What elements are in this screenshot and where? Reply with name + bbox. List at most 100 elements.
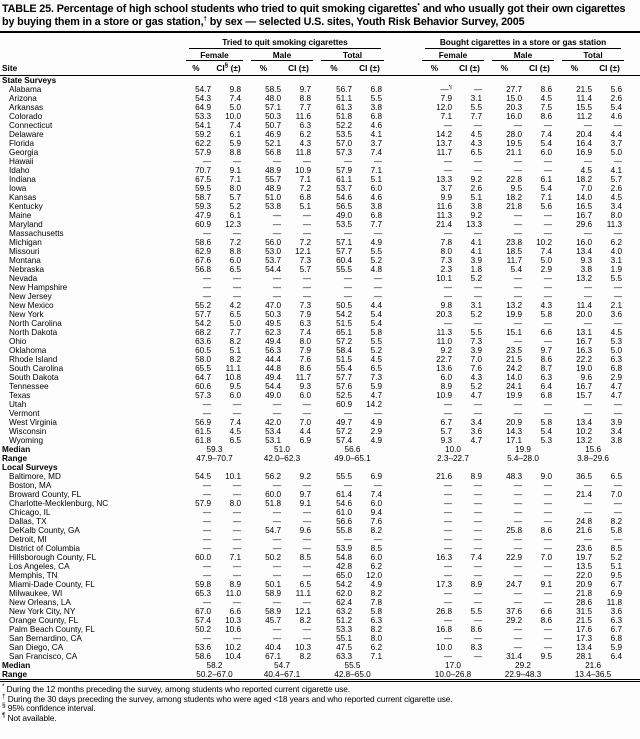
percent-cell: 61.0 xyxy=(336,508,352,517)
percent-cell: 21.8 xyxy=(576,589,592,598)
ci-cell: 6.3 xyxy=(610,355,623,364)
ci-cell: 7.6 xyxy=(299,355,311,364)
ci-cell: 4.7 xyxy=(370,391,382,400)
ci-cell: 8.0 xyxy=(370,634,382,643)
footnote-line: † During the 30 days preceding the surve… xyxy=(2,692,453,704)
ci-cell: 6.3 xyxy=(299,121,311,130)
site-cell: Wyoming xyxy=(9,436,44,445)
percent-cell: 54.8 xyxy=(336,553,352,562)
ci-cell: 8.5 xyxy=(299,553,311,562)
percent-cell: 22.7 xyxy=(436,355,452,364)
percent-cell: 21.6 xyxy=(436,472,452,481)
percent-cell: — xyxy=(272,508,281,517)
ci-cell: 6.6 xyxy=(540,607,552,616)
percent-cell: 57.1 xyxy=(265,103,281,112)
ci-cell: — xyxy=(473,319,482,328)
percent-cell: 50.3 xyxy=(265,112,281,121)
percent-cell: 54.7 xyxy=(195,85,211,94)
ci-cell: — xyxy=(232,481,241,490)
summary-label: Median xyxy=(2,661,31,670)
percent-cell: 47.9 xyxy=(195,211,211,220)
ci-cell: 3.1 xyxy=(470,301,482,310)
spacer-cell xyxy=(628,292,640,301)
percent-cell: 54.2 xyxy=(336,310,352,319)
ci-cell: 6.2 xyxy=(370,562,382,571)
percent-cell: 13.3 xyxy=(436,175,452,184)
table-row: New Orleans, LA — — — — 62.4 7.8 — — — — 28.6 11.8 xyxy=(0,598,640,607)
spacer-cell xyxy=(628,409,640,418)
site-cell: Boston, MA xyxy=(9,481,52,490)
ci-cell: 9.1 xyxy=(540,580,552,589)
ci-cell: 5.5 xyxy=(370,94,382,103)
percent-cell: 49.4 xyxy=(265,337,281,346)
header-female-bought: Female xyxy=(422,49,484,61)
percent-cell: 57.2 xyxy=(336,427,352,436)
ci-cell: — xyxy=(302,400,311,409)
percent-cell: 54.2 xyxy=(336,580,352,589)
spacer-cell xyxy=(628,598,640,607)
percent-cell: — xyxy=(202,634,211,643)
table-row: San Diego, CA 53.6 10.2 40.4 10.3 47.5 6.2 10.0… xyxy=(0,643,640,652)
ci-cell: 7.5 xyxy=(540,103,552,112)
percent-cell: — xyxy=(443,157,452,166)
site-cell: Chicago, IL xyxy=(9,508,51,517)
ci-cell: 12.1 xyxy=(295,607,311,616)
percent-cell: — xyxy=(513,229,522,238)
ci-cell: 4.9 xyxy=(370,580,382,589)
ci-cell: 6.5 xyxy=(229,436,241,445)
percent-cell: 16.7 xyxy=(576,382,592,391)
percent-cell: 10.2 xyxy=(576,427,592,436)
table-row: Georgia 57.9 8.8 56.8 11.8 57.3 7.4 11.7 6.5 21.1… xyxy=(0,148,640,157)
site-cell: Iowa xyxy=(9,184,27,193)
percent-cell: 15.7 xyxy=(576,391,592,400)
summary-value: 29.2 xyxy=(515,661,531,670)
spacer-cell xyxy=(628,625,640,634)
percent-cell: 62.3 xyxy=(265,328,281,337)
measure-header-ci: CI (±) xyxy=(359,63,380,73)
percent-cell: — xyxy=(272,283,281,292)
header-male-tried: Male xyxy=(251,49,313,61)
ci-cell: — xyxy=(302,562,311,571)
spacer-cell xyxy=(628,238,640,247)
table-row: Alabama 54.7 9.8 58.5 9.7 56.7 6.8 —¶ — 27.7 8.6 21… xyxy=(0,85,640,94)
ci-cell: — xyxy=(232,157,241,166)
ci-cell: 10.9 xyxy=(295,166,311,175)
ci-cell: — xyxy=(302,481,311,490)
percent-cell: 44.8 xyxy=(265,364,281,373)
ci-cell: 7.4 xyxy=(229,94,241,103)
percent-cell: 57.9 xyxy=(195,148,211,157)
ci-cell: 5.7 xyxy=(610,175,623,184)
spacer-cell xyxy=(628,490,640,499)
percent-cell: 59.2 xyxy=(195,130,211,139)
spacer-cell xyxy=(388,634,418,643)
percent-cell: 11.6 xyxy=(436,202,452,211)
ci-cell: 6.3 xyxy=(540,373,552,382)
site-cell: South Dakota xyxy=(9,373,59,382)
percent-cell: 20.3 xyxy=(506,103,522,112)
ci-cell: 7.4 xyxy=(229,121,241,130)
ci-cell: — xyxy=(232,409,241,418)
percent-cell: 14.0 xyxy=(576,193,592,202)
ci-cell: 6.0 xyxy=(229,256,241,265)
spacer-cell xyxy=(628,508,640,517)
ci-cell: 3.9 xyxy=(610,418,623,427)
percent-cell: 29.6 xyxy=(576,220,592,229)
ci-cell: — xyxy=(473,517,482,526)
percent-cell: 13.1 xyxy=(576,328,592,337)
table-row: Massachusetts — — — — — — — — — — — — xyxy=(0,229,640,238)
table-row: New Jersey — — — — — — — — — — — — xyxy=(0,292,640,301)
spacer-cell xyxy=(628,643,640,652)
summary-value: 10.0 xyxy=(445,445,461,454)
ci-cell: 3.9 xyxy=(470,256,482,265)
spacer-cell xyxy=(628,652,640,661)
percent-cell: 19.9 xyxy=(506,391,522,400)
ci-cell: — xyxy=(473,598,482,607)
ci-cell: 9.4 xyxy=(370,508,382,517)
percent-cell: 15.5 xyxy=(576,103,592,112)
spacer-cell xyxy=(628,175,640,184)
percent-cell: — xyxy=(513,634,522,643)
percent-cell: 7.9 xyxy=(440,94,452,103)
percent-cell: 9.8 xyxy=(440,301,452,310)
site-cell: Broward County, FL xyxy=(9,490,82,499)
spacer-cell xyxy=(388,571,418,580)
